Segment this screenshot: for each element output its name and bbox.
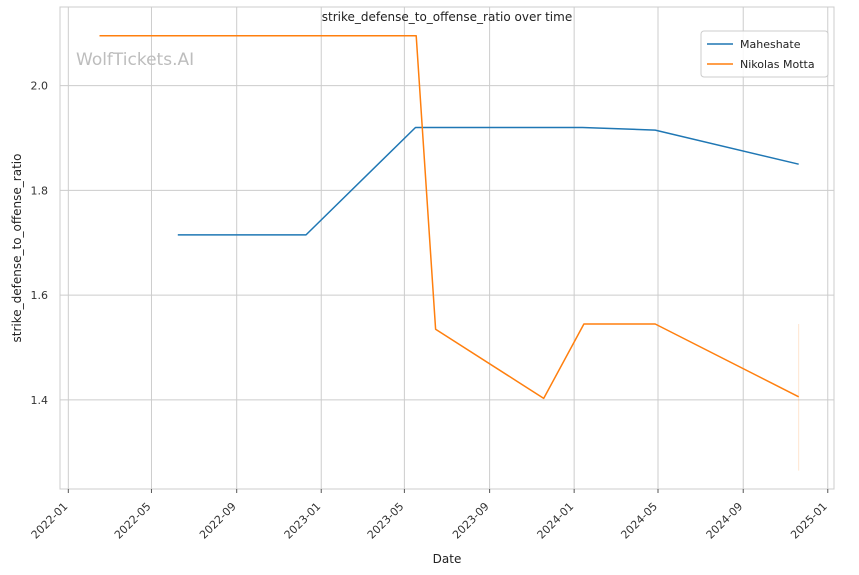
- y-tick-label: 1.8: [31, 184, 49, 197]
- x-axis-title: Date: [433, 552, 462, 566]
- y-tick-label: 1.4: [31, 394, 49, 407]
- x-tick-label: 2022-09: [197, 500, 239, 542]
- y-axis-ticks: 1.4 1.6 1.8 2.0: [31, 80, 49, 407]
- x-tick-label: 2023-09: [450, 500, 492, 542]
- x-tick-label: 2024-01: [535, 500, 577, 542]
- y-axis-title: strike_defense_to_offense_ratio: [10, 154, 24, 343]
- x-tick-label: 2024-05: [618, 500, 660, 542]
- x-axis-ticks: 2022-01 2022-05 2022-09 2023-01 2023-05 2023-…: [29, 489, 830, 542]
- series-group: [99, 35, 800, 400]
- x-tick-label: 2023-01: [282, 500, 324, 542]
- x-tick-label: 2024-09: [704, 500, 746, 542]
- x-tick-label: 2023-05: [365, 500, 407, 542]
- series-line: [99, 35, 800, 400]
- x-tick-label: 2022-01: [29, 500, 71, 542]
- x-tick-label: 2022-05: [112, 500, 154, 542]
- legend-label: Maheshate: [740, 38, 801, 51]
- watermark: WolfTickets.AI: [76, 50, 194, 70]
- chart-title: strike_defense_to_offense_ratio over tim…: [322, 10, 572, 24]
- series-line: [177, 126, 799, 236]
- legend-label: Nikolas Motta: [740, 58, 815, 71]
- grid-lines: [60, 7, 834, 489]
- y-tick-label: 1.6: [31, 289, 49, 302]
- y-tick-label: 2.0: [31, 80, 49, 93]
- legend: Maheshate Nikolas Motta: [700, 30, 829, 78]
- legend-box: [700, 30, 829, 78]
- plot-frame: [59, 6, 835, 490]
- x-tick-label: 2025-01: [788, 500, 830, 542]
